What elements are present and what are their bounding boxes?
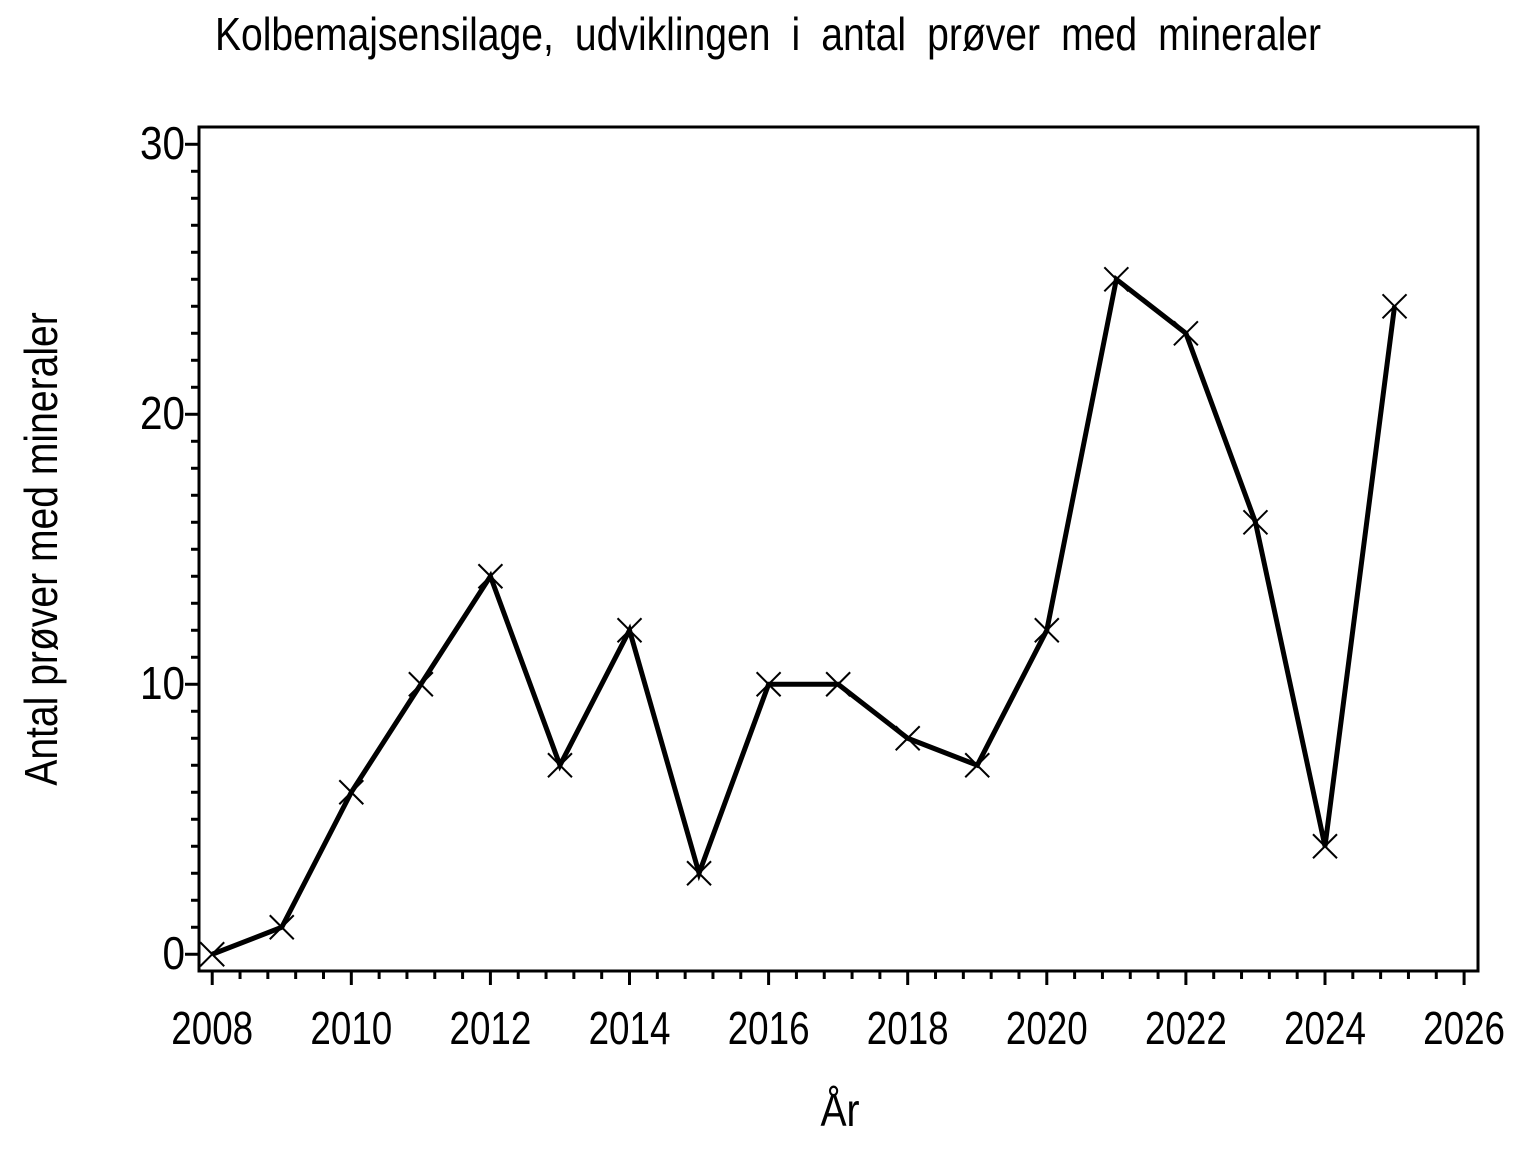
data-point-marker	[825, 671, 851, 697]
data-point-marker	[1034, 617, 1060, 643]
data-point-marker	[894, 725, 921, 751]
x-tick-label: 2018	[867, 1002, 949, 1054]
x-tick-label: 2012	[449, 1002, 531, 1054]
y-tick-label: 10	[140, 659, 185, 710]
y-axis-tick-labels: 0 10 20 30	[140, 119, 185, 980]
x-tick-label: 2014	[589, 1002, 671, 1054]
x-tick-label: 2024	[1284, 1002, 1366, 1054]
data-point-marker	[1103, 266, 1130, 292]
y-tick-label: 0	[162, 929, 185, 980]
data-point-marker	[755, 671, 782, 697]
data-point-marker	[408, 671, 434, 697]
y-axis-ticks	[185, 142, 199, 956]
y-tick-label: 20	[140, 389, 185, 440]
data-point-marker	[964, 752, 990, 778]
x-axis-tick-labels: 2008 2010 2012 2014 2016 2018 2020 2022 2024 2026	[171, 1002, 1505, 1054]
x-tick-label: 2022	[1145, 1002, 1227, 1054]
x-axis-ticks	[210, 971, 1466, 985]
data-point-marker	[1173, 320, 1199, 346]
x-tick-label: 2026	[1423, 1002, 1505, 1054]
data-point-marker	[547, 752, 573, 778]
series-line	[211, 274, 1398, 957]
data-point-marker	[1242, 509, 1269, 535]
data-point-marker	[477, 563, 504, 589]
plot-area-border	[197, 125, 1480, 973]
data-point-marker	[616, 617, 643, 643]
data-point-marker	[686, 860, 712, 886]
chart-title: Kolbemajsensilage, udviklingen i antal p…	[215, 9, 1321, 61]
x-tick-label: 2010	[310, 1002, 392, 1054]
data-point-marker	[1312, 833, 1338, 859]
data-point-marker	[338, 779, 365, 805]
y-axis-title: Antal prøver med mineraler	[16, 312, 68, 786]
x-axis-title: År	[820, 1085, 859, 1137]
data-point-marker	[1381, 293, 1408, 319]
y-tick-label: 30	[140, 119, 185, 170]
x-tick-label: 2020	[1006, 1002, 1088, 1054]
data-point-marker	[269, 914, 295, 940]
x-tick-label: 2008	[171, 1002, 253, 1054]
data-point-marker	[199, 941, 225, 967]
data-point-markers	[199, 266, 1408, 967]
x-tick-label: 2016	[728, 1002, 810, 1054]
data-series	[211, 274, 1398, 957]
